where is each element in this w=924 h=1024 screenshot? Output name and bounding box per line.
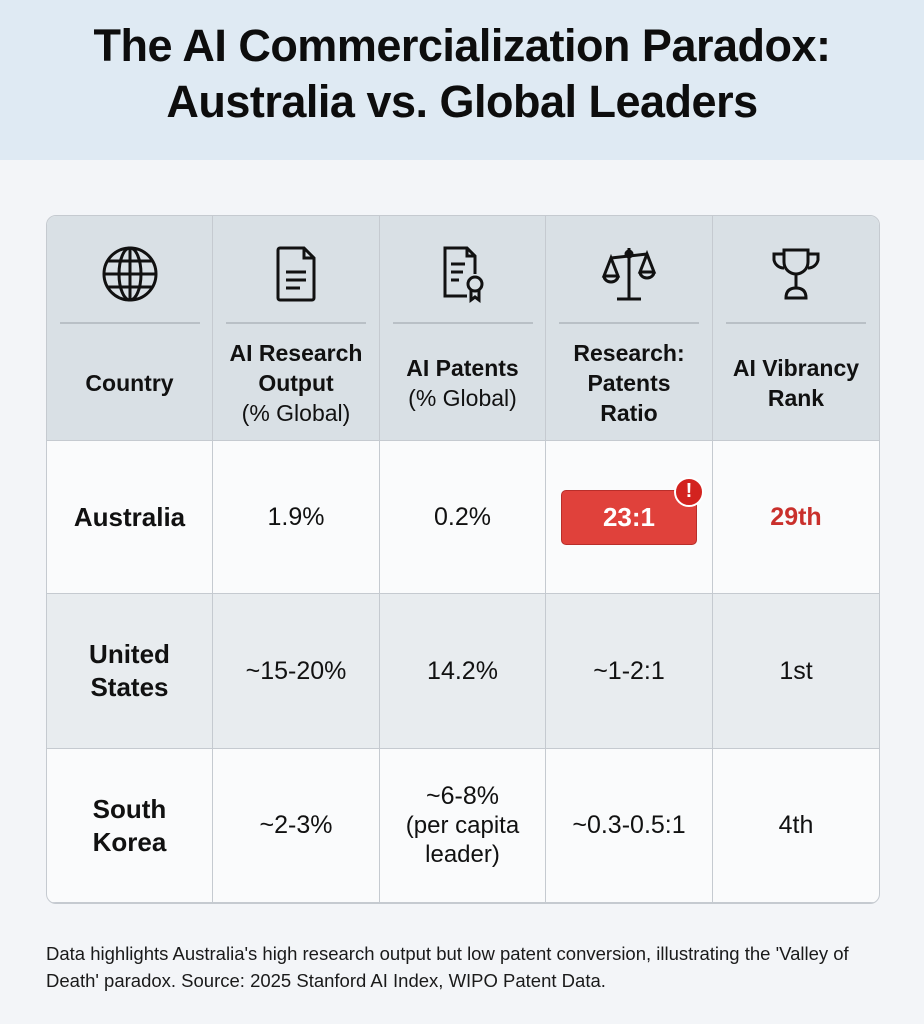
ratio-cell: ~0.3-0.5:1	[546, 749, 713, 903]
ratio-cell: ~1-2:1	[546, 594, 713, 749]
research-cell: 1.9%	[213, 441, 380, 594]
header-sublabel: (% Global)	[408, 385, 517, 411]
ratio-cell: 23:1!	[546, 441, 713, 594]
header-divider	[559, 322, 699, 324]
title-band	[0, 0, 924, 160]
header-ratio: Research: Patents Ratio	[546, 216, 713, 441]
balance-scale-icon	[601, 248, 657, 301]
rank-cell: 4th	[713, 749, 879, 903]
alert-icon: !	[674, 476, 704, 507]
header-vibrancy-rank: AI Vibrancy Rank	[713, 216, 879, 441]
patents-value: ~6-8%	[426, 782, 499, 810]
patents-cell: ~6-8% (per capita leader)	[380, 749, 546, 903]
footnote: Data highlights Australia's high researc…	[46, 943, 849, 991]
document-icon	[276, 246, 316, 302]
ratio-value: 23:1	[602, 501, 656, 532]
patents-note: (per capita leader)	[405, 812, 520, 868]
header-label: Ratio	[600, 400, 658, 426]
header-sublabel: (% Global)	[241, 400, 351, 426]
header-label: AI Vibrancy	[732, 355, 860, 381]
country-cell: Australia	[47, 441, 213, 594]
header-label: Country	[85, 370, 174, 396]
header-divider	[59, 322, 200, 324]
research-cell: ~2-3%	[213, 749, 380, 903]
patent-certificate-icon	[443, 246, 483, 303]
header-divider	[226, 322, 366, 324]
header-label: Patents	[587, 370, 671, 396]
country-cell: South Korea	[47, 749, 213, 903]
title-line-1: The AI Commercialization Paradox:	[93, 20, 831, 71]
comparison-table: Country AI Research Output (% Global) AI P…	[46, 215, 880, 904]
ratio-alert-badge: 23:1!	[561, 476, 704, 545]
header-label: Output	[258, 370, 334, 396]
header-divider	[392, 322, 533, 324]
globe-icon	[102, 246, 157, 302]
rank-cell: 29th	[713, 441, 879, 594]
header-divider	[726, 322, 866, 324]
header-label: Rank	[767, 385, 825, 411]
page-title: The AI Commercialization Paradox: Austra…	[0, 18, 924, 130]
rank-cell: 1st	[713, 594, 879, 749]
research-cell: ~15-20%	[213, 594, 380, 749]
header-label: AI Patents	[406, 355, 519, 381]
country-cell: United States	[47, 594, 213, 749]
header-country: Country	[47, 216, 213, 441]
header-patents: AI Patents (% Global)	[380, 216, 546, 441]
patents-cell: 0.2%	[380, 441, 546, 594]
patents-cell: 14.2%	[380, 594, 546, 749]
header-research-output: AI Research Output (% Global)	[213, 216, 380, 441]
trophy-icon	[772, 248, 820, 300]
title-line-2: Australia vs. Global Leaders	[166, 76, 758, 127]
header-label: AI Research	[229, 340, 363, 366]
header-label: Research:	[573, 340, 685, 366]
